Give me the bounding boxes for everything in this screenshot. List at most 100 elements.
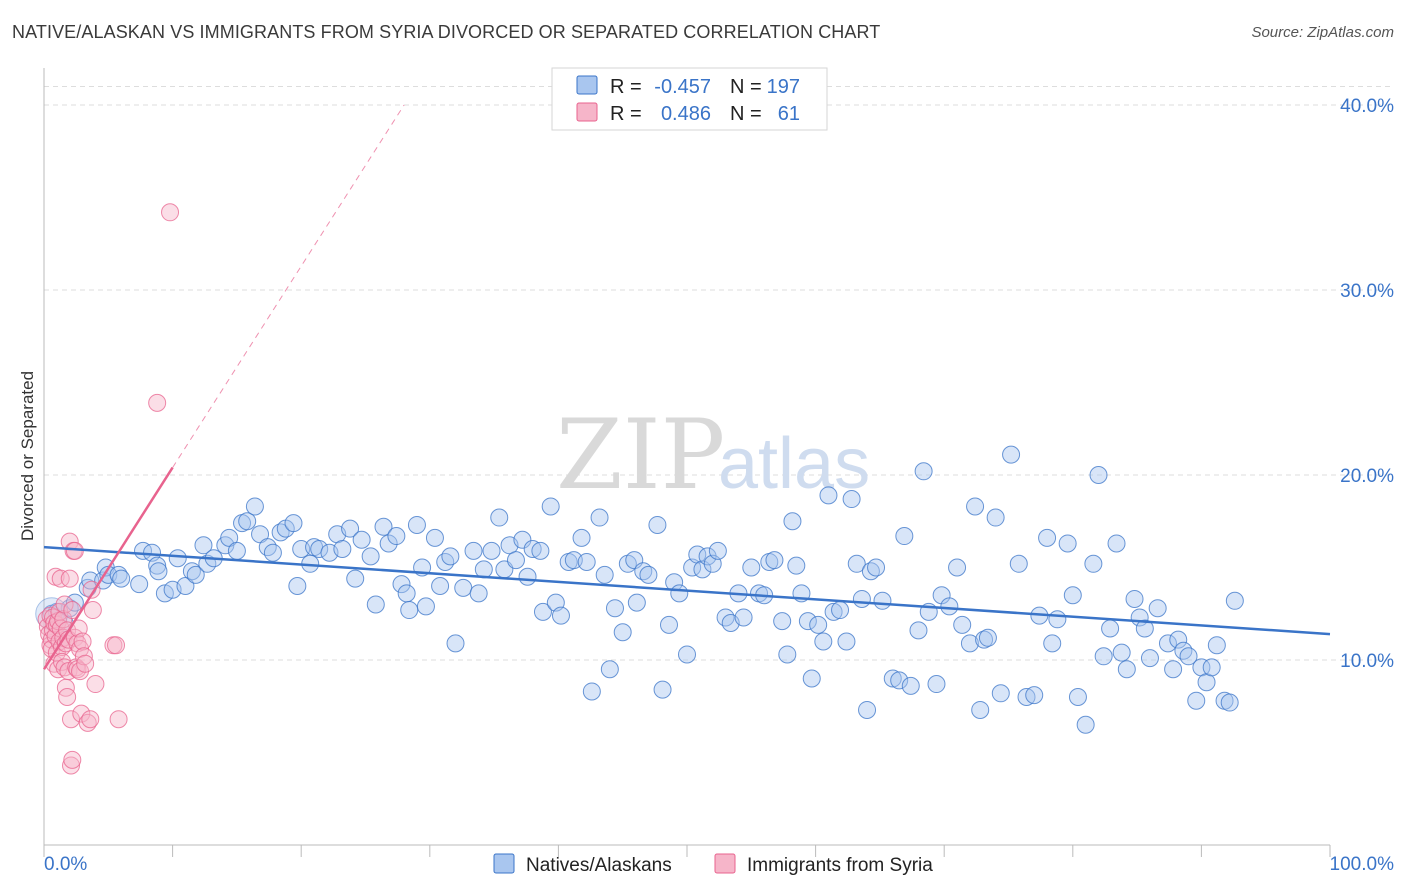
natives-point-143: [914, 462, 933, 481]
natives-point-138: [883, 669, 902, 688]
natives-point-184: [1174, 641, 1193, 660]
y-axis-label: Divorced or Separated: [18, 371, 37, 541]
natives-point-59: [416, 597, 435, 616]
natives-point-155: [986, 508, 1005, 527]
legend-n-value-2: 61: [778, 103, 800, 125]
natives-point-35: [271, 523, 290, 542]
natives-point-53: [387, 527, 406, 546]
syria-point-59: [109, 710, 128, 729]
natives-point-95: [634, 562, 653, 581]
y-tick-labels: 10.0% 20.0% 30.0% 40.0%: [1340, 96, 1394, 672]
natives-point-61: [431, 577, 450, 595]
natives-point-70: [490, 508, 509, 527]
bottom-legend-swatch-pink: [714, 853, 736, 874]
natives-point-166: [1063, 586, 1082, 605]
syria-point-48: [72, 704, 91, 723]
syria-point-55: [83, 601, 102, 620]
legend-r-label-1: R =: [610, 76, 642, 98]
natives-point-132: [847, 554, 866, 573]
natives-point-192: [1220, 693, 1239, 712]
x-tick-label-min: 0.0%: [44, 854, 87, 875]
syria-point-34: [60, 569, 79, 588]
natives-point-64: [446, 634, 465, 653]
syria-point-56: [86, 675, 105, 694]
natives-point-11: [112, 569, 131, 588]
natives-point-19: [168, 549, 187, 568]
natives-point-88: [595, 565, 614, 584]
natives-point-117: [765, 551, 784, 570]
natives-point-151: [966, 497, 985, 516]
watermark: ZIP atlas: [556, 399, 870, 511]
natives-point-190: [1207, 636, 1226, 655]
natives-point-174: [1112, 643, 1131, 662]
natives-point-55: [397, 584, 416, 603]
natives-point-169: [1084, 554, 1103, 573]
natives-point-193: [1225, 591, 1244, 610]
natives-point-6: [81, 571, 100, 590]
natives-point-16: [149, 562, 168, 581]
natives-point-31: [245, 497, 264, 516]
chart-title: NATIVE/ALASKAN VS IMMIGRANTS FROM SYRIA …: [12, 22, 881, 42]
natives-point-168: [1076, 715, 1095, 734]
natives-point-189: [1202, 658, 1221, 677]
natives-point-159: [1017, 688, 1036, 706]
natives-point-101: [670, 584, 689, 603]
natives-point-50: [366, 595, 385, 614]
natives-point-54: [392, 575, 411, 594]
y-tick-label-40: 40.0%: [1340, 96, 1394, 117]
natives-point-154: [978, 628, 997, 647]
natives-point-176: [1125, 589, 1144, 608]
natives-point-158: [1009, 554, 1028, 573]
natives-point-173: [1107, 534, 1126, 553]
natives-point-86: [582, 682, 601, 701]
y-tick-label-10: 10.0%: [1340, 651, 1394, 672]
natives-point-182: [1164, 660, 1183, 679]
natives-point-175: [1117, 660, 1136, 679]
natives-point-60: [425, 528, 444, 547]
legend-r-value-2: 0.486: [661, 103, 711, 125]
natives-point-38: [288, 577, 307, 595]
watermark-atlas: atlas: [718, 424, 870, 504]
chart-source: Source: ZipAtlas.com: [1251, 24, 1394, 41]
bottom-legend: Natives/Alaskans Immigrants from Syria: [493, 853, 933, 876]
syria-point-49: [73, 632, 92, 651]
natives-point-147: [940, 597, 959, 616]
natives-point-20: [176, 577, 195, 595]
natives-point-99: [659, 615, 678, 634]
natives-point-185: [1179, 647, 1198, 666]
natives-point-139: [890, 671, 909, 690]
syria-point-53: [81, 710, 100, 729]
natives-point-74: [513, 530, 532, 549]
natives-point-130: [837, 632, 856, 651]
bottom-legend-label-syria: Immigrants from Syria: [747, 855, 933, 876]
natives-alaskans-points: [35, 445, 1244, 734]
natives-point-57: [407, 515, 426, 534]
natives-point-118: [773, 612, 792, 631]
legend-r-value-1: -0.457: [654, 76, 711, 98]
bottom-legend-label-natives: Natives/Alaskans: [526, 855, 672, 876]
natives-point-167: [1068, 688, 1087, 706]
syria-point-30: [58, 688, 77, 706]
natives-point-142: [909, 621, 928, 640]
natives-point-124: [802, 669, 821, 688]
x-tick-label-max: 100.0%: [1330, 854, 1395, 875]
natives-point-28: [227, 541, 246, 560]
natives-point-141: [901, 676, 920, 695]
natives-point-85: [577, 552, 596, 571]
natives-point-152: [971, 700, 990, 719]
syria-point-50: [74, 647, 93, 666]
natives-point-125: [809, 615, 828, 634]
natives-point-49: [361, 547, 380, 566]
syria-trendline-extension: [172, 104, 405, 468]
natives-point-33: [258, 538, 277, 557]
natives-point-15: [148, 556, 167, 575]
legend-n-value-1: 197: [767, 76, 800, 98]
natives-point-136: [867, 558, 886, 577]
natives-trendline: [43, 545, 1331, 636]
natives-point-94: [627, 593, 646, 612]
natives-point-186: [1187, 691, 1206, 710]
bottom-legend-swatch-blue: [493, 853, 515, 874]
natives-point-148: [948, 558, 967, 577]
x-ticks: [43, 845, 1331, 857]
natives-point-164: [1048, 610, 1067, 629]
